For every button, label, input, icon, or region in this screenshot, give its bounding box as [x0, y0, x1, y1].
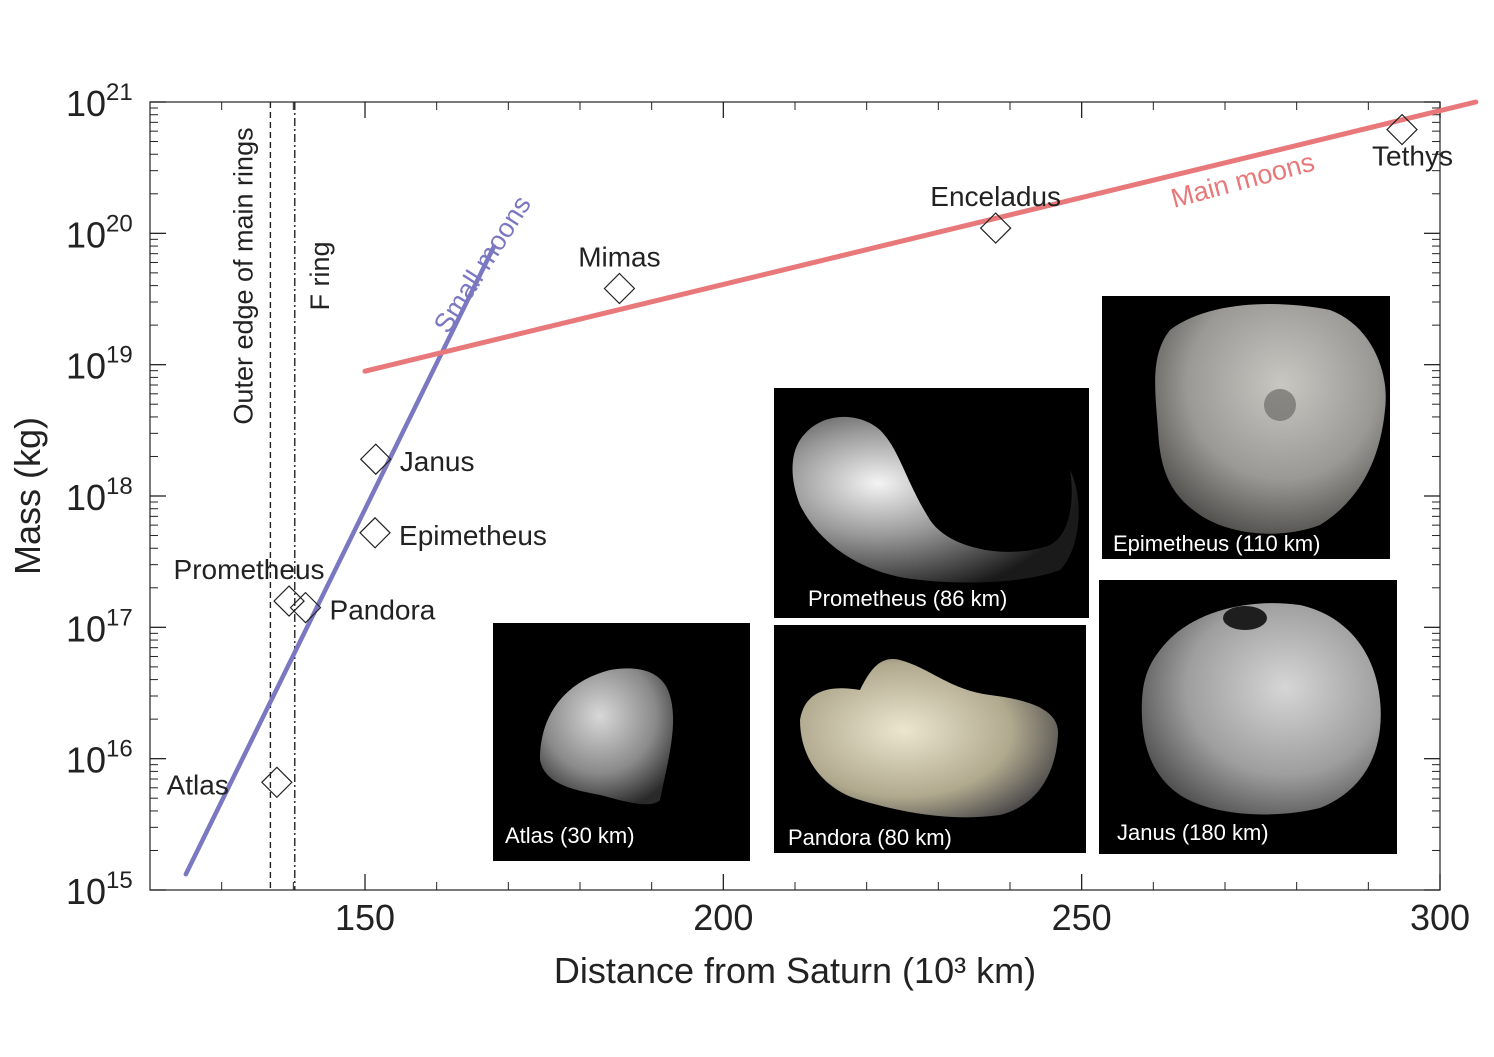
x-tick-label: 150: [335, 897, 395, 938]
outer-edge-main-rings-label: Outer edge of main rings: [228, 127, 258, 424]
pandora-label: Pandora: [330, 595, 436, 626]
small-moons-label: Small moons: [428, 190, 537, 338]
enceladus-marker: [979, 212, 1012, 244]
atlas-image-panel: Atlas (30 km): [493, 623, 750, 861]
tethys-label: Tethys: [1372, 141, 1453, 172]
y-tick-label: 1015: [66, 867, 133, 912]
y-tick-label: 1021: [66, 79, 133, 124]
y-tick-label: 1018: [66, 473, 133, 518]
pandora-image-label: Pandora (80 km): [788, 825, 952, 850]
x-tick-labels: 150 200 250 300: [335, 897, 1470, 938]
x-tick-label: 300: [1410, 897, 1470, 938]
x-axis-title: Distance from Saturn (10³ km): [554, 950, 1036, 991]
enceladus-label: Enceladus: [930, 181, 1061, 212]
minor-ticks: [150, 102, 1440, 890]
epimetheus-marker: [359, 516, 391, 549]
major-ticks: [150, 101, 1441, 891]
prometheus-image-label: Prometheus (86 km): [808, 586, 1007, 611]
epimetheus-label: Epimetheus: [399, 520, 547, 551]
epimetheus-image-label: Epimetheus (110 km): [1113, 531, 1320, 556]
tethys-marker: [1386, 113, 1418, 146]
janus-image-panel: Janus (180 km): [1099, 580, 1397, 854]
y-tick-label: 1016: [66, 736, 133, 781]
pandora-marker: [289, 591, 322, 624]
atlas-image-label: Atlas (30 km): [505, 823, 635, 848]
y-tick-label: 1019: [66, 342, 133, 387]
x-tick-label: 200: [693, 897, 753, 938]
janus-image-label: Janus (180 km): [1117, 820, 1269, 845]
janus-label: Janus: [400, 446, 475, 477]
mimas-marker: [603, 272, 636, 305]
atlas-label: Atlas: [167, 769, 229, 800]
f-ring-label: F ring: [305, 241, 335, 310]
y-axis-title: Mass (kg): [7, 417, 48, 575]
prometheus-marker: [273, 585, 305, 617]
atlas-marker: [261, 766, 293, 799]
janus-marker: [359, 443, 392, 476]
y-tick-label: 1020: [66, 210, 133, 255]
y-tick-labels: 1015 1016 1017 1018 1019 1020 1021: [66, 79, 133, 912]
prometheus-label: Prometheus: [174, 554, 325, 585]
x-tick-label: 250: [1052, 897, 1112, 938]
mimas-label: Mimas: [578, 241, 660, 272]
y-tick-label: 1017: [66, 604, 133, 649]
epimetheus-image-panel: Epimetheus (110 km): [1102, 296, 1390, 559]
pandora-image-panel: Pandora (80 km): [774, 625, 1086, 853]
main-moons-line: [362, 99, 1479, 374]
prometheus-image-panel: Prometheus (86 km): [774, 388, 1089, 618]
